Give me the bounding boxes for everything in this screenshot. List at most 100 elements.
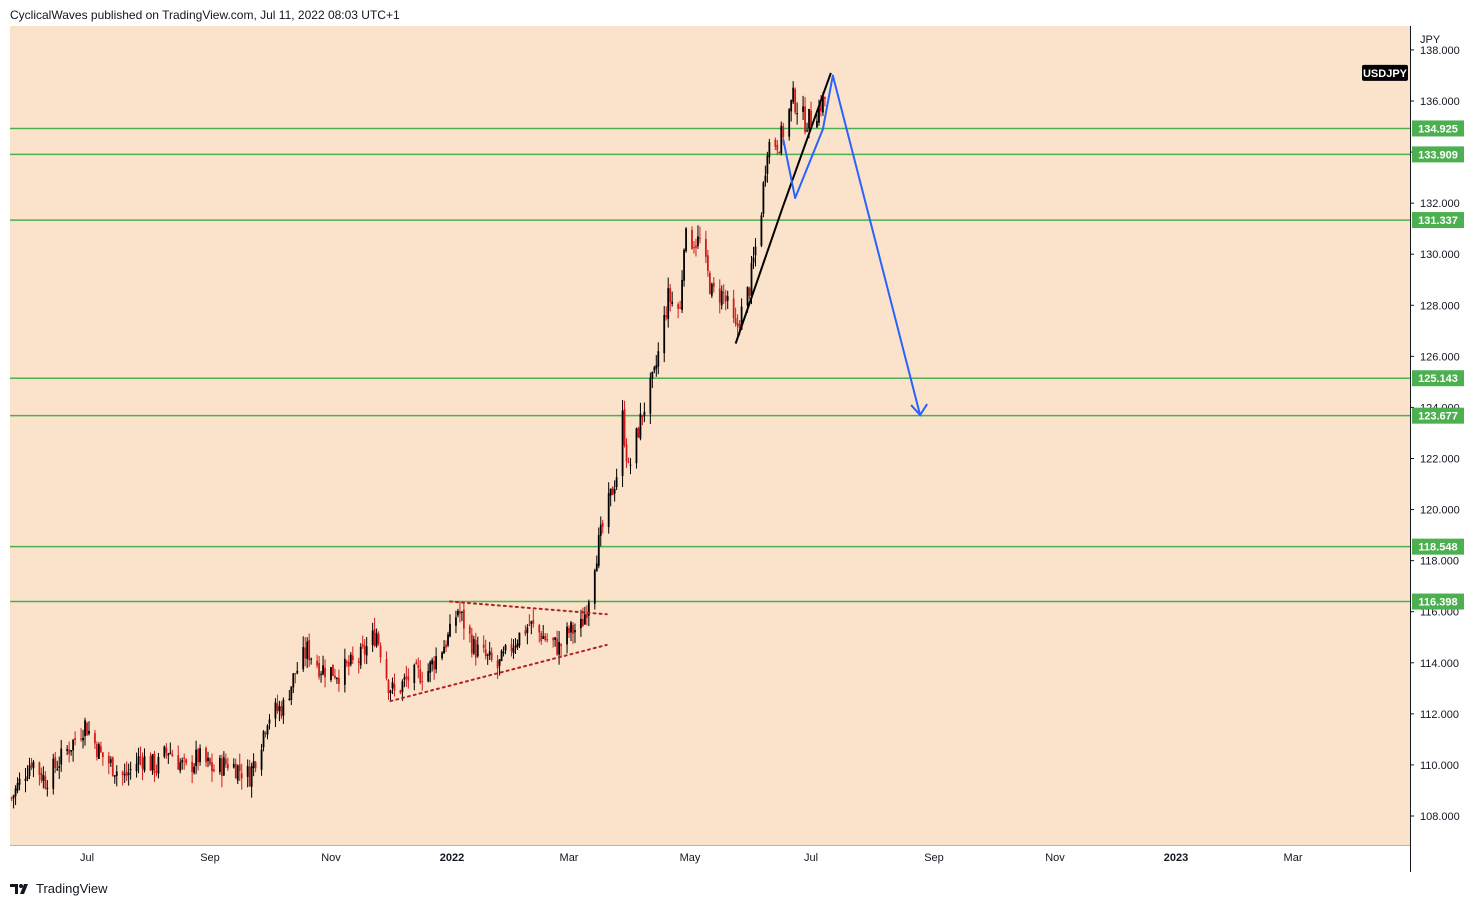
- candle-body: [236, 765, 239, 781]
- price-axis-background: [1410, 26, 1468, 845]
- footer[interactable]: TradingView: [10, 881, 108, 896]
- candle-body: [643, 411, 646, 416]
- candle-body: [455, 617, 457, 626]
- candle-body: [240, 773, 243, 779]
- candle-body: [718, 288, 721, 303]
- price-tick-label: 128.000: [1420, 300, 1460, 312]
- candle-body: [18, 778, 21, 785]
- candle-body: [671, 301, 674, 304]
- candle-body: [157, 756, 160, 774]
- candle-body: [141, 757, 144, 769]
- candle-body: [250, 766, 253, 787]
- candle-body: [679, 307, 681, 309]
- candle-body: [802, 106, 804, 112]
- candle-body: [526, 627, 529, 633]
- candle-body: [266, 725, 269, 735]
- candle-body: [752, 257, 755, 263]
- candle-body: [248, 766, 251, 787]
- candle-body: [345, 661, 348, 664]
- candle-body: [387, 680, 390, 694]
- candle-body: [566, 626, 568, 645]
- candle-body: [433, 661, 436, 670]
- candle-body: [764, 175, 767, 182]
- candle-body: [486, 654, 489, 656]
- candle-body: [613, 489, 616, 494]
- candle-body: [96, 744, 98, 758]
- candle-body: [611, 487, 614, 495]
- candle-body: [318, 663, 320, 677]
- candle-body: [207, 757, 209, 762]
- candle-body: [52, 758, 55, 789]
- candle-body: [768, 141, 771, 158]
- candle-body: [470, 634, 473, 654]
- candle-body: [609, 488, 612, 496]
- candle-body: [413, 664, 416, 684]
- level-price-label: 133.909: [1418, 149, 1458, 161]
- candle-body: [74, 738, 76, 740]
- candle-body: [80, 738, 82, 740]
- candle-body: [706, 255, 709, 271]
- candle-body: [580, 618, 582, 629]
- candle-body: [734, 317, 737, 324]
- candle-body: [66, 748, 69, 751]
- axis-layer: 108.000 110.000 112.000 114.000 116.000 118.0…: [80, 45, 1460, 864]
- candle-body: [322, 665, 324, 675]
- candle-body: [732, 298, 735, 319]
- candle-body: [32, 761, 35, 769]
- candle-body: [415, 662, 418, 665]
- candle-body: [685, 228, 687, 252]
- candle-body: [385, 659, 388, 679]
- candle-body: [657, 351, 660, 367]
- level-price-tag: [1412, 146, 1464, 163]
- candle-body: [330, 667, 332, 680]
- candle-body: [349, 654, 352, 665]
- candles: [10, 81, 826, 809]
- candle-body: [99, 746, 102, 752]
- candle-body: [532, 620, 535, 624]
- triangle-lower-line: [389, 643, 608, 703]
- candle-body: [195, 749, 197, 767]
- candle-body: [316, 660, 318, 666]
- level-price-label: 134.925: [1418, 123, 1458, 135]
- candle-body: [554, 637, 557, 640]
- candle-body: [615, 477, 618, 488]
- candle-body: [276, 703, 279, 711]
- level-price-tag: [1412, 407, 1464, 424]
- candle-body: [153, 753, 156, 774]
- candle-body: [373, 629, 376, 646]
- candle-body: [808, 108, 810, 129]
- candle-body: [665, 315, 668, 318]
- candle-body: [359, 646, 362, 666]
- candle-body: [748, 288, 751, 297]
- candle-body: [123, 773, 126, 776]
- candle-body: [720, 290, 723, 306]
- candle-body: [149, 756, 152, 771]
- plot-background: [10, 26, 1410, 845]
- candle-body: [599, 524, 602, 536]
- candle-body: [496, 660, 499, 669]
- candle-body: [109, 759, 112, 763]
- candle-body: [724, 295, 727, 302]
- candle-body: [637, 427, 640, 438]
- candle-body: [308, 640, 311, 661]
- candle-body: [421, 681, 424, 683]
- candle-body: [653, 367, 656, 371]
- level-price-label: 123.677: [1418, 411, 1458, 423]
- candle-body: [46, 787, 49, 790]
- candle-body: [760, 215, 763, 246]
- candle-body: [593, 570, 596, 604]
- candle-body: [282, 699, 285, 716]
- candle-body: [357, 661, 360, 663]
- candle-body: [699, 237, 701, 239]
- candle-body: [111, 757, 114, 776]
- candle-body: [488, 651, 491, 656]
- symbol-tag: [1362, 64, 1408, 81]
- candle-body: [280, 706, 283, 717]
- candle-body: [498, 659, 501, 666]
- price-tick-label: 110.000: [1420, 760, 1459, 772]
- candle-body: [546, 639, 549, 641]
- candle-body: [324, 667, 326, 678]
- candle-body: [193, 766, 196, 773]
- projection-arrowhead: [910, 403, 928, 417]
